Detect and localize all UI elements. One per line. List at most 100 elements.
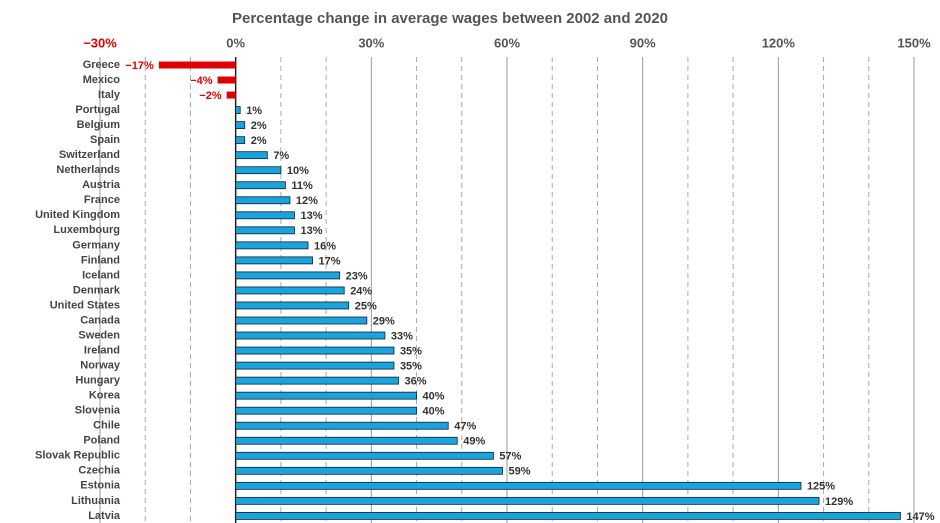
value-label: 2% bbox=[251, 120, 267, 132]
y-tick-label: Finland bbox=[81, 254, 120, 266]
y-tick-label: France bbox=[84, 194, 120, 206]
value-label: 12% bbox=[296, 195, 318, 207]
bar bbox=[235, 466, 503, 475]
y-tick-label: Poland bbox=[83, 435, 120, 447]
value-label: 36% bbox=[404, 376, 426, 388]
value-label: 7% bbox=[273, 150, 289, 162]
value-label: 10% bbox=[287, 165, 309, 177]
x-tick-label: 150% bbox=[897, 35, 931, 50]
value-label: 57% bbox=[499, 451, 521, 463]
value-label: 40% bbox=[423, 406, 445, 418]
y-tick-label: Lithuania bbox=[71, 495, 121, 507]
y-tick-label: Norway bbox=[80, 360, 121, 372]
value-label: 13% bbox=[300, 210, 322, 222]
bar bbox=[235, 241, 309, 250]
y-tick-label: Iceland bbox=[82, 269, 120, 281]
x-tick-label: 0% bbox=[226, 35, 245, 50]
value-label: 47% bbox=[454, 421, 476, 433]
bar bbox=[235, 331, 386, 340]
value-label: 59% bbox=[508, 466, 530, 478]
bar bbox=[235, 316, 368, 325]
value-label: 17% bbox=[319, 255, 341, 267]
value-label: 129% bbox=[825, 496, 853, 508]
y-tick-label: Estonia bbox=[80, 480, 121, 492]
y-tick-label: Denmark bbox=[73, 284, 121, 296]
y-tick-label: Slovak Republic bbox=[35, 450, 120, 462]
x-tick-label: 60% bbox=[494, 35, 520, 50]
bar bbox=[235, 481, 802, 490]
x-tick-label: 90% bbox=[630, 35, 656, 50]
value-label: 25% bbox=[355, 300, 377, 312]
value-label: 16% bbox=[314, 240, 336, 252]
value-label: 23% bbox=[346, 270, 368, 282]
y-tick-label: Latvia bbox=[88, 510, 121, 522]
y-tick-label: Sweden bbox=[78, 329, 120, 341]
value-label: 11% bbox=[291, 180, 313, 192]
y-tick-label: Switzerland bbox=[59, 149, 120, 161]
bar bbox=[235, 136, 246, 145]
y-tick-label: United States bbox=[50, 299, 120, 311]
x-tick-label: 30% bbox=[358, 35, 384, 50]
value-label: 125% bbox=[807, 481, 835, 493]
y-tick-label: Ireland bbox=[84, 344, 120, 356]
bar bbox=[235, 391, 417, 400]
bar bbox=[226, 91, 236, 99]
value-label: 35% bbox=[400, 345, 422, 357]
bar bbox=[235, 451, 494, 460]
bar bbox=[235, 376, 399, 385]
bar bbox=[235, 106, 241, 114]
bar bbox=[235, 346, 395, 355]
y-tick-label: Mexico bbox=[83, 74, 121, 86]
value-label: 33% bbox=[391, 330, 413, 342]
bar bbox=[158, 61, 236, 69]
y-tick-label: Italy bbox=[98, 89, 121, 101]
y-tick-label: Slovenia bbox=[75, 405, 121, 417]
chart-title: Percentage change in average wages betwe… bbox=[232, 10, 668, 27]
x-tick-label: −30% bbox=[83, 35, 117, 50]
bar bbox=[235, 226, 295, 235]
bar bbox=[235, 181, 286, 190]
bar bbox=[235, 166, 282, 175]
value-label: 13% bbox=[300, 225, 322, 237]
y-tick-label: Luxembourg bbox=[53, 224, 120, 236]
y-tick-label: Spain bbox=[90, 134, 120, 146]
y-tick-label: United Kingdom bbox=[35, 209, 120, 221]
y-tick-label: Austria bbox=[82, 179, 121, 191]
bar bbox=[217, 76, 236, 84]
value-label: −17% bbox=[125, 60, 154, 72]
value-label: −2% bbox=[199, 90, 222, 102]
y-tick-label: Czechia bbox=[78, 465, 120, 477]
bar bbox=[235, 271, 341, 280]
x-tick-label: 120% bbox=[762, 35, 796, 50]
bar bbox=[235, 196, 291, 205]
bar bbox=[235, 301, 350, 310]
y-tick-label: Germany bbox=[72, 239, 121, 251]
bar bbox=[235, 151, 268, 160]
y-tick-label: Korea bbox=[89, 390, 121, 402]
bar bbox=[235, 361, 395, 370]
value-label: 40% bbox=[423, 391, 445, 403]
y-tick-label: Netherlands bbox=[56, 164, 120, 176]
value-label: 24% bbox=[350, 285, 372, 297]
bar bbox=[235, 421, 449, 430]
y-tick-label: Chile bbox=[93, 420, 120, 432]
y-tick-label: Canada bbox=[80, 314, 121, 326]
value-label: −4% bbox=[190, 75, 213, 87]
value-label: 1% bbox=[246, 105, 262, 117]
y-tick-label: Belgium bbox=[77, 119, 121, 131]
bar bbox=[235, 436, 458, 445]
bar bbox=[235, 406, 417, 415]
value-label: 2% bbox=[251, 135, 267, 147]
bar bbox=[235, 286, 345, 295]
bar bbox=[235, 121, 246, 130]
y-tick-label: Greece bbox=[83, 59, 120, 71]
value-label: 49% bbox=[463, 436, 485, 448]
bar bbox=[235, 496, 820, 505]
value-label: 147% bbox=[906, 511, 934, 523]
value-label: 29% bbox=[373, 315, 395, 327]
y-tick-label: Portugal bbox=[75, 104, 120, 116]
y-tick-label: Hungary bbox=[75, 375, 121, 387]
bar bbox=[235, 211, 295, 220]
value-label: 35% bbox=[400, 361, 422, 373]
